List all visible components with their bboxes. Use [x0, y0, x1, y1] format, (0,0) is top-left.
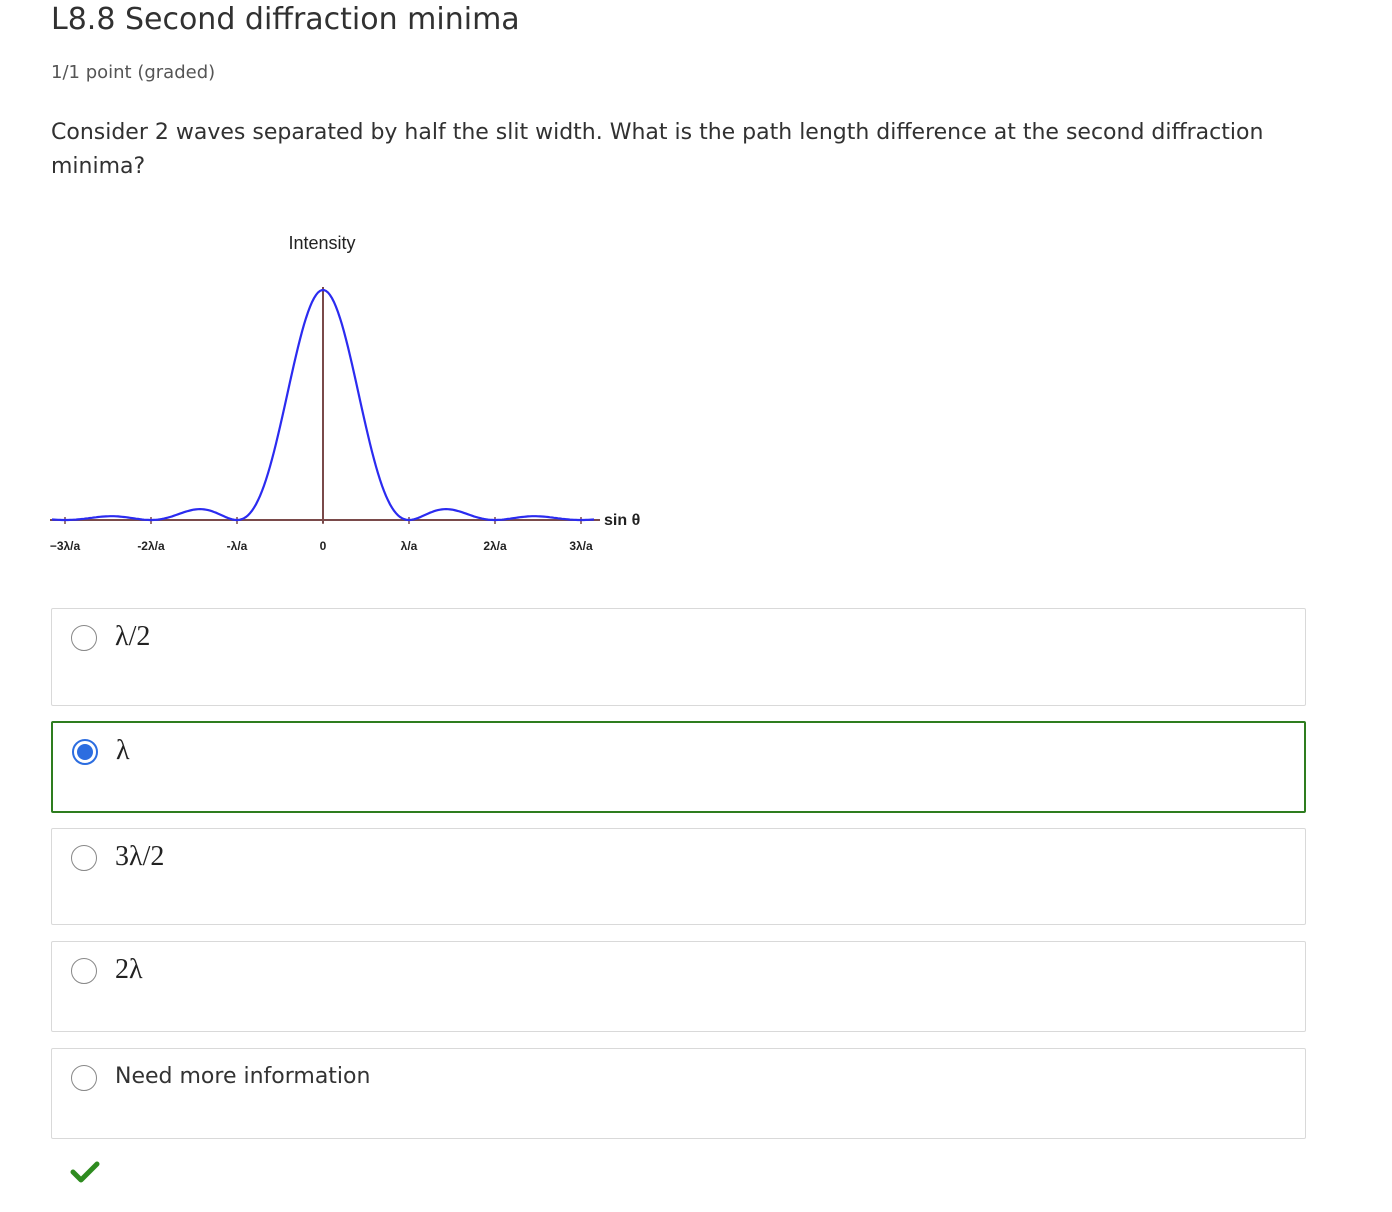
radio-button[interactable]	[71, 625, 97, 651]
option-label: Need more information	[115, 1064, 371, 1089]
diffraction-figure: Intensity sin θ −3λ/a -2λ/a -λ/a 0 λ/a 2λ/a 3λ…	[50, 233, 640, 553]
option-label: 3λ/2	[115, 841, 165, 872]
radio-button[interactable]	[71, 1065, 97, 1091]
question-text: Consider 2 waves separated by half the s…	[51, 120, 1264, 179]
answer-option[interactable]: λ/2	[51, 608, 1306, 706]
correct-check	[70, 1161, 100, 1183]
x-tick-label: -λ/a	[227, 539, 248, 553]
option-label: λ	[116, 735, 130, 766]
x-tick-label: −3λ/a	[50, 539, 81, 553]
x-tick-label: -2λ/a	[137, 539, 165, 553]
problem-title: L8.8 Second diffraction minima	[51, 2, 520, 37]
x-tick-label: λ/a	[401, 539, 418, 553]
x-axis-label: sin θ	[604, 512, 640, 529]
answer-option[interactable]: λ	[51, 721, 1306, 813]
intensity-curve	[51, 289, 595, 522]
answer-option[interactable]: 2λ	[51, 941, 1306, 1032]
answer-option[interactable]: Need more information	[51, 1048, 1306, 1139]
x-tick-label: 2λ/a	[483, 539, 507, 553]
score: 1/1 point (graded)	[51, 62, 216, 83]
radio-button[interactable]	[71, 845, 97, 871]
option-label: λ/2	[115, 621, 151, 652]
option-label: 2λ	[115, 954, 143, 985]
x-tick-label: 3λ/a	[569, 539, 593, 553]
y-axis-label: Intensity	[288, 233, 355, 253]
radio-button[interactable]	[72, 739, 98, 765]
x-tick-label: 0	[320, 539, 327, 553]
answer-option[interactable]: 3λ/2	[51, 828, 1306, 925]
radio-button[interactable]	[71, 958, 97, 984]
